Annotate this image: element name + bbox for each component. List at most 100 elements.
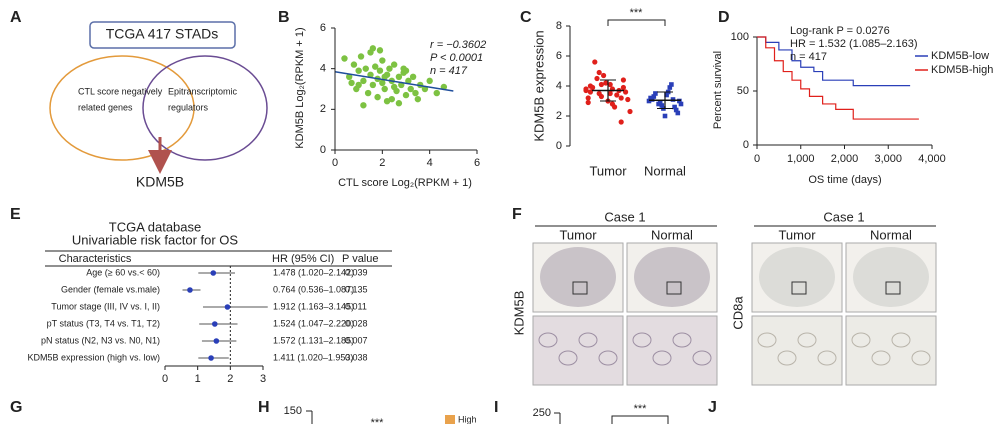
panel-label: I	[494, 399, 498, 416]
point	[376, 67, 384, 74]
hr-point	[210, 270, 217, 276]
point	[651, 94, 657, 99]
group-title: Case 1	[604, 209, 645, 224]
row-label: pT status (T3, T4 vs. T1, T2)	[47, 318, 160, 328]
point	[620, 84, 627, 91]
y-tick-label: 6	[320, 22, 326, 34]
y-axis-label: KDM5B Log₂(RPKM + 1)	[294, 27, 306, 148]
y-tick-label: 4	[320, 63, 326, 75]
significance: ***	[634, 403, 648, 415]
point	[360, 102, 367, 109]
point	[653, 91, 658, 96]
y-tick-label: 100	[731, 31, 749, 43]
point	[627, 108, 633, 115]
tissue	[634, 247, 710, 307]
set-label: Epitranscriptomic	[168, 86, 238, 96]
row-label: pN status (N2, N3 vs. N0, N1)	[41, 335, 160, 345]
set-label: related genes	[78, 102, 133, 112]
point	[386, 65, 393, 72]
legend-label: High	[458, 414, 477, 424]
gland	[578, 332, 598, 348]
panel-label: G	[10, 399, 22, 416]
gland	[632, 332, 652, 348]
tissue	[540, 247, 616, 307]
group-title: Case 1	[823, 209, 864, 224]
point	[664, 92, 669, 98]
point	[625, 96, 631, 103]
point	[364, 89, 372, 97]
y-tick-label: 6	[556, 50, 562, 62]
tissue	[853, 247, 929, 307]
point	[592, 59, 598, 65]
point	[390, 61, 398, 68]
y-tick-label: 0	[320, 144, 326, 156]
x-axis-label: CTL score Log₂(RPKM + 1)	[338, 177, 472, 189]
column-header: HR (95% CI)	[272, 253, 334, 265]
hr-text: 1.411 (1.020–1.953)	[273, 352, 353, 362]
point	[412, 89, 419, 97]
point	[346, 73, 353, 81]
significance: ***	[371, 417, 385, 424]
gland	[797, 332, 817, 348]
significance: ***	[630, 7, 644, 19]
row-label: KDM5B expression (high vs. low)	[27, 352, 160, 362]
tissue	[759, 247, 835, 307]
row-label: Age (≥ 60 vs.< 60)	[86, 267, 160, 277]
row-label: KDM5B	[511, 291, 526, 336]
gland	[777, 350, 797, 366]
x-tick-label: 6	[474, 157, 480, 169]
point	[376, 47, 384, 54]
bracket	[611, 415, 669, 424]
column-label: Tumor	[778, 227, 816, 242]
panel-label: J	[708, 399, 717, 416]
hr-point	[187, 287, 193, 293]
gland	[911, 350, 931, 366]
stat: P < 0.0001	[430, 52, 483, 64]
set-ellipse	[142, 55, 268, 161]
survival-curve	[757, 36, 919, 120]
point	[585, 99, 591, 106]
point	[618, 95, 624, 101]
y-tick-label: 250	[533, 407, 551, 419]
y-tick-label: 8	[556, 20, 562, 32]
stat: Log-rank P = 0.0276	[790, 25, 890, 37]
column-label: Tumor	[559, 227, 597, 242]
panel-label: A	[10, 9, 22, 26]
x-tick-label: 4,000	[918, 153, 946, 165]
point	[620, 77, 627, 83]
x-tick-label: 2,000	[831, 153, 859, 165]
y-axis-label: KDM5B expression	[531, 30, 546, 141]
point	[369, 45, 377, 52]
point	[381, 73, 388, 81]
x-tick-label: 0	[162, 373, 168, 385]
point	[348, 79, 355, 87]
point	[393, 87, 400, 95]
point	[433, 89, 440, 97]
x-tick-label: 2	[379, 157, 385, 169]
x-axis-label: OS time (days)	[808, 174, 881, 186]
x-tick-label: 0	[332, 157, 338, 169]
point	[587, 89, 594, 95]
hr-text: 1.912 (1.163–3.145)	[273, 301, 354, 311]
zoom-box	[666, 281, 682, 295]
zoom-box	[791, 281, 807, 295]
fit-line	[334, 70, 454, 92]
gland	[817, 350, 837, 366]
point	[585, 95, 591, 101]
y-tick-label: 0	[743, 139, 749, 151]
y-tick-label: 150	[284, 405, 302, 417]
gland	[692, 350, 712, 366]
point	[388, 95, 395, 103]
gland	[757, 332, 777, 348]
point	[381, 85, 388, 93]
x-tick-label: 1,000	[787, 153, 815, 165]
micrograph	[626, 315, 718, 386]
point	[402, 67, 410, 74]
point	[603, 80, 609, 86]
micrograph	[532, 315, 624, 386]
point	[379, 79, 386, 87]
p-value: 0.007	[345, 335, 368, 345]
set-label: regulators	[168, 102, 209, 112]
point	[341, 55, 348, 62]
box	[89, 21, 236, 49]
